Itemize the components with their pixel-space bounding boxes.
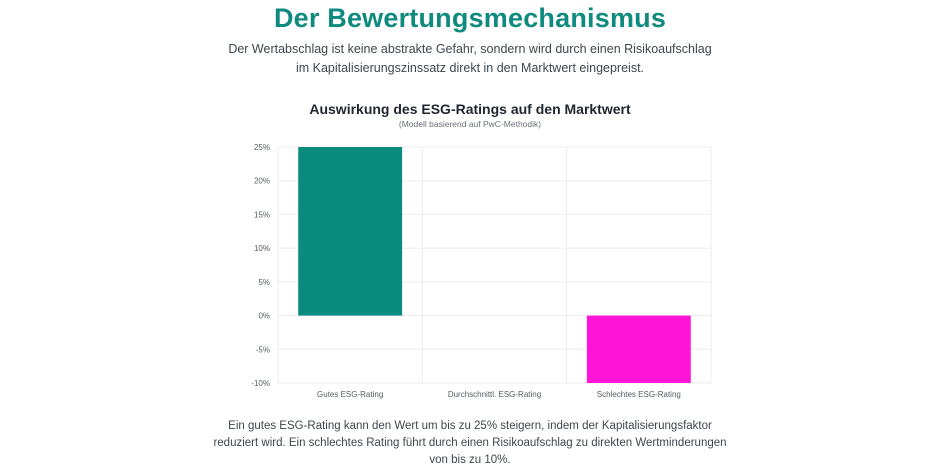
chart-title: Auswirkung des ESG-Ratings auf den Markt… [309, 101, 631, 117]
chart-subtitle: (Modell basierend auf PwC-Methodik) [398, 119, 542, 129]
y-tick-label: 25% [254, 143, 270, 152]
y-tick-label: -10% [251, 379, 270, 388]
chart-description: Ein gutes ESG-Rating kann den Wert um bi… [0, 418, 940, 469]
y-tick-label: 20% [254, 177, 270, 186]
x-tick-label: Schlechtes ESG-Rating [597, 390, 681, 399]
bar [586, 315, 691, 383]
description-line: reduziert wird. Ein schlechtes Rating fü… [213, 437, 727, 449]
x-tick-label: Gutes ESG-Rating [317, 390, 383, 399]
y-tick-label: 0% [258, 312, 270, 321]
page-title: Der Bewertungsmechanismus [273, 3, 667, 33]
y-tick-label: 10% [254, 244, 270, 253]
description-line: von bis zu 10%. [429, 454, 511, 466]
subtitle-line: Der Wertabschlag ist keine abstrakte Gef… [228, 42, 712, 56]
bar [298, 147, 403, 316]
description-line: Ein gutes ESG-Rating kann den Wert um bi… [228, 420, 712, 432]
page-subtitle: Der Wertabschlag ist keine abstrakte Gef… [0, 40, 940, 78]
subtitle-line: im Kapitalisierungszinssatz direkt in de… [295, 61, 645, 75]
x-tick-label: Durchschnittl. ESG-Rating [448, 390, 541, 399]
y-tick-label: -5% [256, 345, 270, 354]
y-tick-label: 15% [254, 210, 270, 219]
y-tick-label: 5% [258, 278, 270, 287]
